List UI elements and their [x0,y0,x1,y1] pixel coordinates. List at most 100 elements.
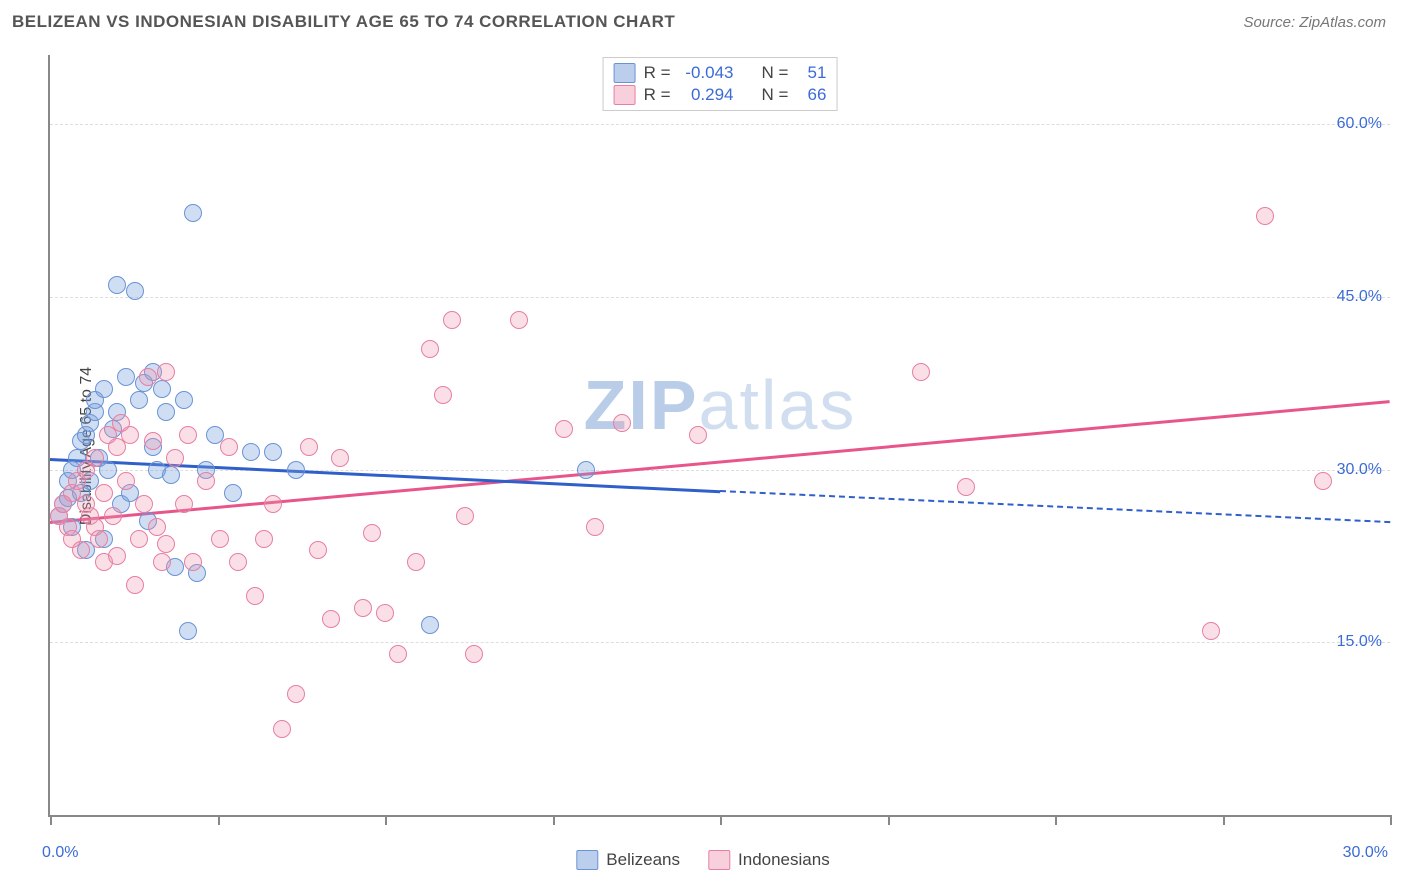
data-point [309,541,327,559]
data-point [166,449,184,467]
swatch-blue-icon [614,63,636,83]
data-point [912,363,930,381]
data-point [117,472,135,490]
legend-item-indonesians: Indonesians [708,850,830,870]
data-point [264,443,282,461]
data-point [264,495,282,513]
data-point [90,530,108,548]
data-point [376,604,394,622]
data-point [157,403,175,421]
data-point [130,530,148,548]
data-point [389,645,407,663]
data-point [179,622,197,640]
data-point [1256,207,1274,225]
data-point [108,276,126,294]
data-point [255,530,273,548]
legend-row-indonesians: R = 0.294 N = 66 [614,84,827,106]
data-point [224,484,242,502]
data-point [407,553,425,571]
x-tick [385,815,387,825]
x-tick [1390,815,1392,825]
data-point [184,553,202,571]
swatch-pink-icon [708,850,730,870]
trend-line [720,490,1390,523]
data-point [130,391,148,409]
x-tick [50,815,52,825]
data-point [72,541,90,559]
data-point [456,507,474,525]
data-point [126,282,144,300]
data-point [95,380,113,398]
data-point [162,466,180,484]
data-point [220,438,238,456]
data-point [322,610,340,628]
gridline [50,297,1390,298]
data-point [331,449,349,467]
data-point [613,414,631,432]
gridline [50,642,1390,643]
data-point [197,472,215,490]
data-point [577,461,595,479]
data-point [135,495,153,513]
legend-item-belizeans: Belizeans [576,850,680,870]
data-point [95,484,113,502]
data-point [586,518,604,536]
data-point [273,720,291,738]
data-point [434,386,452,404]
data-point [957,478,975,496]
data-point [117,368,135,386]
data-point [287,685,305,703]
swatch-pink-icon [614,85,636,105]
y-tick-label: 30.0% [1337,461,1382,479]
data-point [104,507,122,525]
data-point [139,368,157,386]
data-point [689,426,707,444]
data-point [179,426,197,444]
x-tick [218,815,220,825]
x-tick [553,815,555,825]
y-tick-label: 45.0% [1337,288,1382,306]
data-point [443,311,461,329]
legend-row-belizeans: R = -0.043 N = 51 [614,62,827,84]
series-legend: Belizeans Indonesians [576,850,829,870]
data-point [555,420,573,438]
data-point [175,495,193,513]
data-point [246,587,264,605]
data-point [108,547,126,565]
swatch-blue-icon [576,850,598,870]
scatter-chart: ZIPatlas R = -0.043 N = 51 R = 0.294 N =… [48,55,1390,817]
data-point [153,553,171,571]
data-point [300,438,318,456]
source-label: Source: ZipAtlas.com [1243,14,1386,31]
data-point [1202,622,1220,640]
data-point [175,391,193,409]
data-point [421,616,439,634]
n-value-indonesians: 66 [796,85,826,105]
data-point [86,449,104,467]
x-tick-start: 0.0% [42,844,78,862]
data-point [211,530,229,548]
data-point [126,576,144,594]
chart-title: BELIZEAN VS INDONESIAN DISABILITY AGE 65… [12,12,675,32]
gridline [50,124,1390,125]
r-value-belizeans: -0.043 [679,63,734,83]
data-point [287,461,305,479]
data-point [1314,472,1332,490]
x-tick-end: 30.0% [1343,844,1388,862]
data-point [184,204,202,222]
data-point [121,426,139,444]
data-point [421,340,439,358]
watermark: ZIPatlas [584,365,857,445]
y-tick-label: 60.0% [1337,115,1382,133]
x-tick [888,815,890,825]
x-tick [1055,815,1057,825]
x-tick [720,815,722,825]
x-tick [1223,815,1225,825]
trend-line [50,400,1390,523]
y-tick-label: 15.0% [1337,633,1382,651]
data-point [157,363,175,381]
data-point [354,599,372,617]
r-value-indonesians: 0.294 [679,85,734,105]
data-point [242,443,260,461]
data-point [157,535,175,553]
